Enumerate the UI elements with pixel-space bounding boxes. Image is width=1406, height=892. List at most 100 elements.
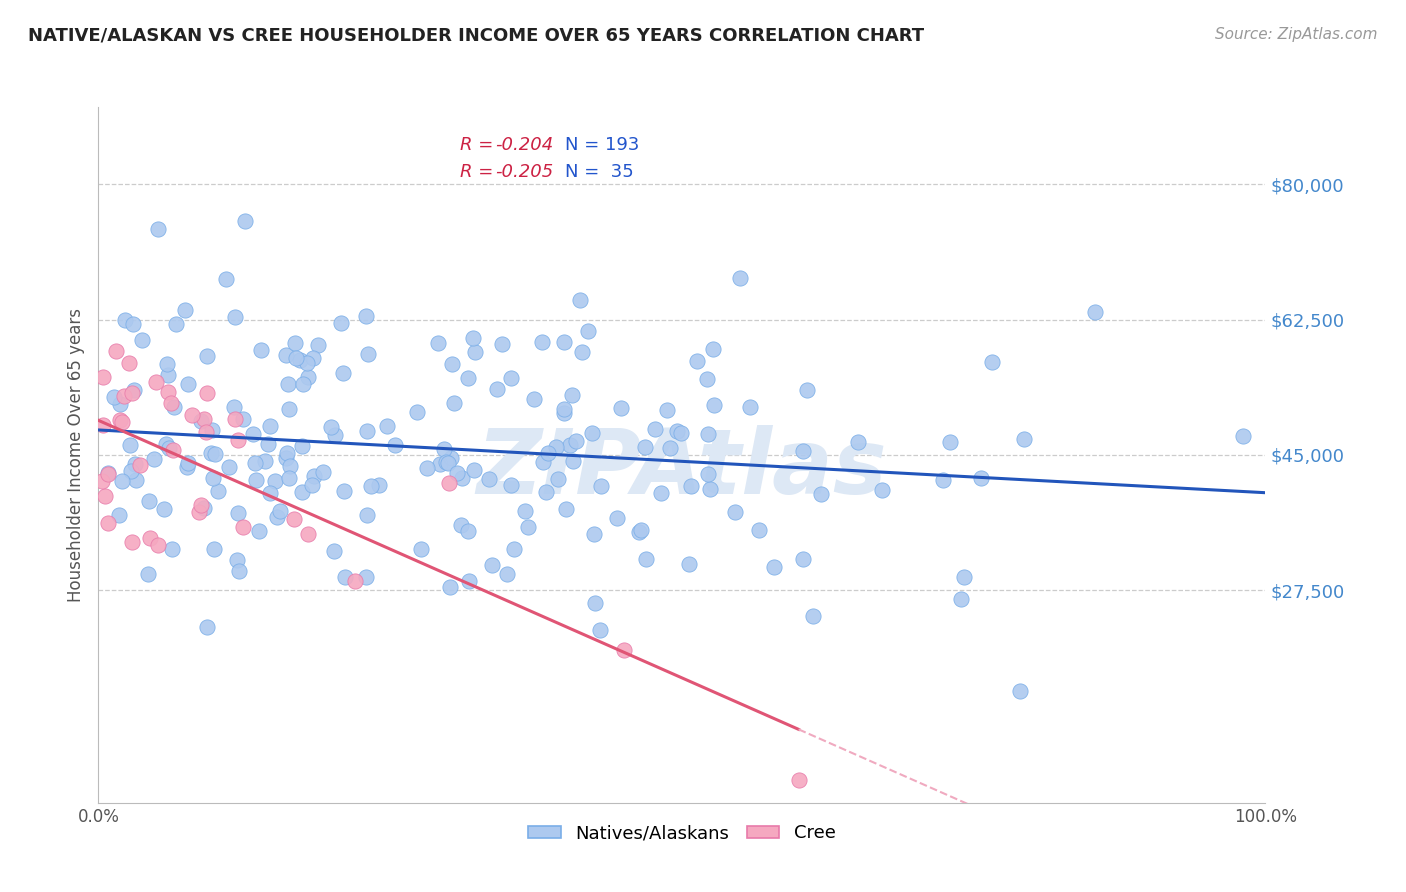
- Point: [114, 312, 136, 326]
- Point: [581, 425, 603, 440]
- Point: [762, 560, 785, 574]
- Point: [228, 565, 250, 579]
- Point: [553, 406, 575, 420]
- Point: [97, 466, 120, 480]
- Point: [696, 372, 718, 386]
- Point: [291, 484, 314, 499]
- Point: [446, 466, 468, 480]
- Point: [195, 386, 218, 401]
- Point: [283, 512, 305, 526]
- Point: [120, 438, 142, 452]
- Point: [932, 473, 955, 487]
- Point: [138, 494, 160, 508]
- Point: [439, 580, 461, 594]
- Point: [204, 447, 226, 461]
- Point: [259, 419, 281, 434]
- Point: [156, 368, 179, 382]
- Text: NATIVE/ALASKAN VS CREE HOUSEHOLDER INCOME OVER 65 YEARS CORRELATION CHART: NATIVE/ALASKAN VS CREE HOUSEHOLDER INCOM…: [28, 27, 924, 45]
- Point: [215, 272, 238, 286]
- Point: [416, 461, 439, 475]
- Point: [124, 473, 146, 487]
- Point: [91, 418, 114, 433]
- Legend: Natives/Alaskans, Cree: Natives/Alaskans, Cree: [520, 817, 844, 849]
- Point: [1012, 432, 1035, 446]
- Point: [276, 348, 298, 362]
- Point: [486, 382, 509, 396]
- Point: [139, 531, 162, 545]
- Point: [160, 396, 183, 410]
- Point: [131, 333, 153, 347]
- Point: [295, 356, 318, 370]
- Point: [94, 490, 117, 504]
- Point: [225, 553, 247, 567]
- Point: [501, 371, 523, 385]
- Point: [458, 574, 481, 588]
- Point: [163, 400, 186, 414]
- Point: [354, 310, 377, 324]
- Point: [232, 520, 254, 534]
- Point: [274, 450, 297, 465]
- Text: -0.205: -0.205: [495, 162, 554, 180]
- Point: [226, 507, 249, 521]
- Point: [243, 456, 266, 470]
- Point: [650, 486, 672, 500]
- Point: [157, 442, 180, 456]
- Text: N =  35: N = 35: [565, 162, 634, 180]
- Point: [699, 482, 721, 496]
- Point: [1232, 429, 1254, 443]
- Point: [194, 425, 217, 439]
- Point: [190, 414, 212, 428]
- Point: [356, 424, 378, 438]
- Point: [235, 213, 257, 227]
- Point: [613, 643, 636, 657]
- Point: [193, 501, 215, 516]
- Point: [1084, 305, 1107, 319]
- Point: [952, 570, 974, 584]
- Text: R =: R =: [460, 162, 499, 180]
- Point: [571, 344, 593, 359]
- Point: [254, 454, 277, 468]
- Point: [801, 608, 824, 623]
- Point: [122, 384, 145, 398]
- Point: [356, 508, 378, 523]
- Point: [636, 551, 658, 566]
- Point: [478, 472, 501, 486]
- Point: [411, 542, 433, 557]
- Point: [91, 474, 114, 488]
- Point: [301, 351, 323, 366]
- Point: [464, 345, 486, 359]
- Point: [153, 501, 176, 516]
- Point: [180, 408, 202, 422]
- Y-axis label: Householder Income Over 65 years: Householder Income Over 65 years: [66, 308, 84, 602]
- Point: [333, 570, 356, 584]
- Point: [810, 487, 832, 501]
- Point: [111, 474, 134, 488]
- Point: [443, 396, 465, 410]
- Point: [681, 479, 703, 493]
- Point: [870, 483, 893, 498]
- Point: [291, 376, 314, 391]
- Point: [322, 543, 344, 558]
- Point: [457, 371, 479, 385]
- Point: [187, 505, 209, 519]
- Point: [276, 446, 298, 460]
- Point: [939, 434, 962, 449]
- Point: [461, 331, 484, 345]
- Point: [846, 434, 869, 449]
- Point: [157, 384, 180, 399]
- Point: [499, 478, 522, 492]
- Point: [202, 542, 225, 557]
- Text: -0.204: -0.204: [495, 136, 554, 154]
- Point: [630, 524, 652, 538]
- Point: [658, 442, 681, 456]
- Point: [450, 517, 472, 532]
- Point: [513, 503, 536, 517]
- Point: [121, 317, 143, 331]
- Point: [177, 457, 200, 471]
- Point: [655, 403, 678, 417]
- Point: [193, 412, 215, 426]
- Point: [145, 375, 167, 389]
- Point: [148, 538, 170, 552]
- Text: R =: R =: [460, 136, 499, 154]
- Point: [440, 451, 463, 466]
